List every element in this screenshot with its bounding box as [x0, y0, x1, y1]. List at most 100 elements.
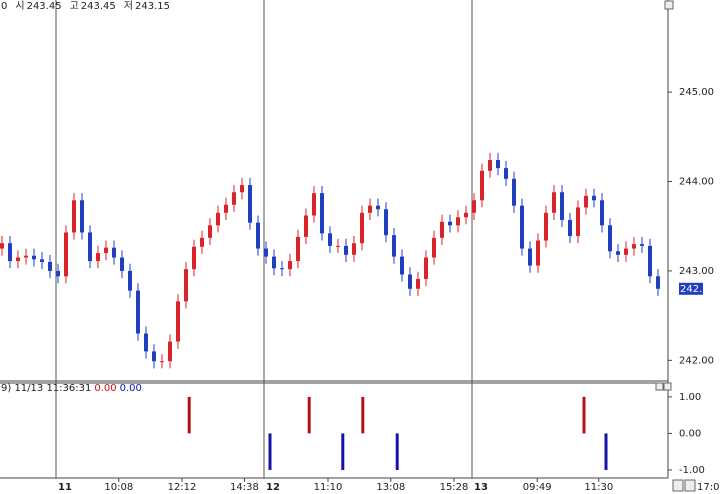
candle-body	[80, 200, 84, 233]
x-tick-label: 13:08	[376, 482, 405, 493]
y-tick-label: 1.00	[679, 392, 701, 403]
candle-body	[176, 301, 180, 342]
signal-bar	[361, 396, 365, 434]
candle-body	[184, 269, 188, 302]
panel-header: 9) 11/13 11:36:31 0.00 0.00	[1, 383, 142, 394]
candle-body	[648, 245, 652, 277]
x-end-label: 17:00:00	[697, 482, 720, 493]
last-price-label: 242.80	[680, 284, 715, 295]
candle-body	[288, 261, 292, 270]
signal-bar	[604, 433, 608, 470]
last-price-box	[679, 282, 703, 295]
candle-body	[496, 160, 500, 169]
candle-body	[192, 246, 196, 270]
candle-body	[120, 257, 124, 271]
candle-body	[56, 270, 60, 277]
candle-body	[32, 255, 36, 260]
candle-body	[48, 261, 52, 271]
candle-body	[560, 192, 564, 220]
candle-body	[200, 237, 204, 247]
candle-body	[104, 247, 108, 254]
y-tick-label: 0.00	[679, 428, 701, 439]
candle-body	[328, 233, 332, 246]
candle-body	[112, 247, 116, 258]
candle-body	[488, 160, 492, 171]
candle-body	[136, 290, 140, 334]
candle-body	[536, 240, 540, 266]
candle-body	[608, 225, 612, 252]
panel-button[interactable]	[664, 0, 674, 10]
candle-body	[504, 168, 508, 179]
candle-body	[320, 193, 324, 234]
candle-body	[152, 351, 156, 362]
candle-body	[168, 341, 172, 362]
candle-body	[216, 212, 220, 226]
candle-body	[312, 193, 316, 216]
candle-body	[240, 185, 244, 193]
x-tick-label: 11:30	[584, 482, 613, 493]
candle-body	[400, 256, 404, 275]
candle-body	[264, 248, 268, 257]
candle-body	[576, 207, 580, 237]
candle-body	[424, 257, 428, 279]
signal-bar	[582, 396, 586, 434]
candle-body	[632, 244, 636, 249]
signal-bar	[395, 433, 399, 470]
candle-body	[128, 270, 132, 291]
x-tick-label: 11	[58, 482, 72, 493]
candle-body	[280, 268, 284, 270]
candle-body	[464, 212, 468, 218]
readout-name: 저	[124, 0, 133, 12]
x-tick-label: 10:08	[104, 482, 133, 493]
candle-body	[552, 192, 556, 213]
candle-body	[624, 248, 628, 255]
candle-body	[360, 212, 364, 244]
candle-body	[472, 200, 476, 213]
x-tick-label: 12:12	[168, 482, 197, 493]
signal-bar	[187, 396, 191, 434]
x-tick-label: 12	[266, 482, 280, 493]
candle-body	[656, 276, 660, 289]
readout-value: 243.15	[135, 1, 170, 12]
close-button[interactable]	[663, 382, 672, 391]
candle-body	[296, 236, 300, 262]
edit-button[interactable]	[672, 479, 684, 492]
candle-body	[520, 205, 524, 249]
x-tick-label: 11:10	[314, 482, 343, 493]
candle-body	[224, 204, 228, 213]
candle-body	[160, 361, 164, 363]
candle-body	[72, 200, 76, 233]
y-tick-label: 242.00	[679, 355, 714, 366]
minimize-button[interactable]	[655, 382, 664, 391]
candle-body	[568, 219, 572, 237]
readout-value: 243.45	[27, 1, 62, 12]
candle-body	[456, 217, 460, 226]
candle-body	[344, 245, 348, 255]
zoom-button[interactable]	[684, 479, 696, 492]
candle-body	[432, 237, 436, 258]
candle-body	[384, 209, 388, 236]
candle-body	[416, 278, 420, 289]
candle-body	[336, 245, 340, 247]
candle-body	[40, 259, 44, 262]
signal-bar	[307, 396, 311, 434]
candle-body	[8, 243, 12, 262]
candle-body	[584, 195, 588, 208]
y-tick-label: -1.00	[679, 465, 705, 476]
readout-value: 0.00	[94, 383, 116, 394]
signal-bar	[268, 433, 272, 470]
y-tick-label: 243.00	[679, 266, 714, 277]
candle-body	[232, 192, 236, 205]
x-tick-label: 13	[474, 482, 488, 493]
candle-body	[616, 251, 620, 255]
header-prefix: 0	[1, 1, 7, 12]
candle-body	[528, 248, 532, 266]
candle-body	[24, 255, 28, 258]
panel-subtitle: 9) 11/13 11:36:31	[1, 383, 91, 394]
candle-body	[512, 178, 516, 206]
x-tick-label: 09:49	[523, 482, 552, 493]
candle-body	[640, 244, 644, 246]
x-tick-label: 15:28	[440, 482, 469, 493]
